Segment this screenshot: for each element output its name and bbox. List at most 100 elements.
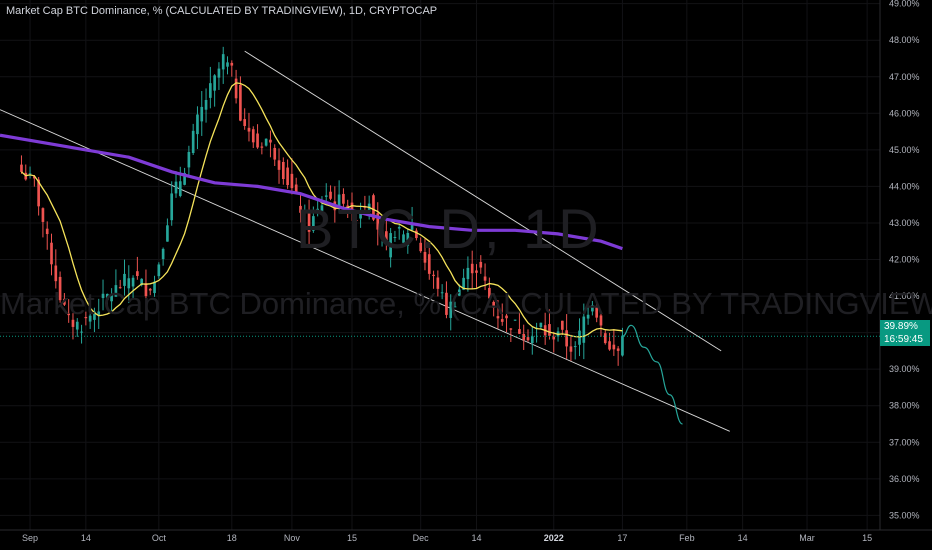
candle-body (178, 181, 182, 196)
candle-body (294, 184, 298, 193)
last-price-badge[interactable]: 39.89% 16:59:45 (880, 320, 930, 346)
projection-path (622, 324, 683, 425)
candle-body (105, 293, 109, 300)
price-axis[interactable]: 49.00% 48.00% 47.00% 46.00% 45.00% 44.00% 43.0… (889, 0, 920, 520)
candle-body (148, 288, 152, 291)
candle-body (616, 348, 620, 351)
x-tick-label: Sep (22, 533, 38, 543)
candle-body (449, 301, 453, 318)
candle-body (359, 211, 362, 219)
x-tick-label: 17 (617, 533, 627, 543)
candle-body (548, 324, 551, 336)
x-tick-label: Nov (284, 533, 301, 543)
bar-countdown: 16:59:45 (884, 334, 923, 345)
candle-body (71, 319, 75, 327)
candle-body (445, 292, 448, 315)
candle-body (389, 233, 392, 258)
candle-body (496, 316, 500, 319)
channel-lines[interactable] (0, 50, 730, 432)
candle-body (466, 267, 470, 280)
candle-body (41, 208, 45, 222)
candle-body (131, 277, 135, 287)
candle-body (376, 213, 380, 230)
candle-body (213, 75, 216, 91)
candle-body (372, 195, 375, 220)
candle-body (397, 227, 401, 229)
candle-body (350, 202, 354, 212)
candle-body (97, 311, 101, 315)
candle-body (54, 265, 58, 282)
channel-lower-line (0, 109, 730, 432)
candle-body (505, 315, 508, 319)
candle-body (462, 277, 465, 290)
candle-body (256, 133, 259, 148)
candle-body (88, 315, 92, 322)
candle-body (101, 293, 105, 299)
candle-body (243, 119, 247, 126)
candle-body (277, 160, 281, 170)
candle-body (410, 222, 414, 230)
candle-body (230, 62, 234, 66)
candle-body (513, 319, 517, 321)
candle-body (247, 127, 251, 132)
y-tick-label: 45.00% (889, 145, 920, 155)
time-axis[interactable]: Sep 14 Oct 18 Nov 15 Dec 14 2022 17 Feb 14 Mar 15 (22, 533, 872, 543)
candle-body (63, 298, 66, 305)
candle-body (312, 216, 315, 231)
candle-body (204, 99, 208, 110)
candle-body (118, 287, 122, 289)
candle-body (320, 205, 324, 211)
candle-body (144, 283, 148, 297)
candle-body (114, 285, 118, 297)
candle-body (217, 68, 221, 78)
candle-body (239, 84, 242, 121)
candle-body (170, 193, 174, 221)
candle-body (419, 242, 423, 252)
candle-body (234, 78, 238, 99)
candle-body (75, 321, 79, 330)
candle-body (432, 274, 435, 276)
ma-fast-line (21, 82, 623, 338)
candle-body (67, 313, 71, 316)
candle-body (80, 331, 83, 333)
moving-averages (0, 82, 623, 338)
candle-body (526, 337, 530, 341)
candle-body (290, 173, 294, 189)
y-tick-label: 41.00% (889, 291, 920, 301)
candle-body (123, 273, 126, 286)
watermark-description: Market Cap BTC Dominance, % (CALCULATED … (0, 286, 932, 321)
candle-body (183, 172, 186, 185)
candle-body (539, 322, 543, 328)
x-tick-label: 18 (227, 533, 237, 543)
x-tick-label: Oct (152, 533, 167, 543)
candle-body (479, 261, 483, 268)
candle-body (621, 335, 624, 356)
candle-body (50, 242, 53, 265)
candle-body (45, 228, 49, 235)
candle-body (324, 195, 328, 197)
candle-body (427, 254, 431, 274)
candle-body (221, 54, 225, 70)
candle-body (196, 114, 199, 135)
candle-body (423, 251, 427, 263)
candle-body (483, 276, 487, 281)
y-tick-label: 42.00% (889, 255, 920, 265)
candle-body (354, 219, 358, 221)
candle-body (299, 205, 302, 213)
candle-body (591, 305, 594, 312)
candle-body (552, 336, 556, 340)
candle-body (161, 248, 165, 260)
candle-body (603, 333, 607, 344)
candle-body (380, 231, 384, 233)
candle-body (342, 193, 345, 204)
x-tick-label: 14 (81, 533, 91, 543)
candle-body (269, 139, 272, 143)
candle-body (363, 206, 367, 208)
x-tick-label: Mar (799, 533, 815, 543)
candle-body (573, 346, 577, 348)
candle-body (612, 344, 616, 350)
x-tick-label: Dec (413, 533, 430, 543)
y-tick-label: 38.00% (889, 401, 920, 411)
last-price-value: 39.89% (884, 321, 918, 332)
